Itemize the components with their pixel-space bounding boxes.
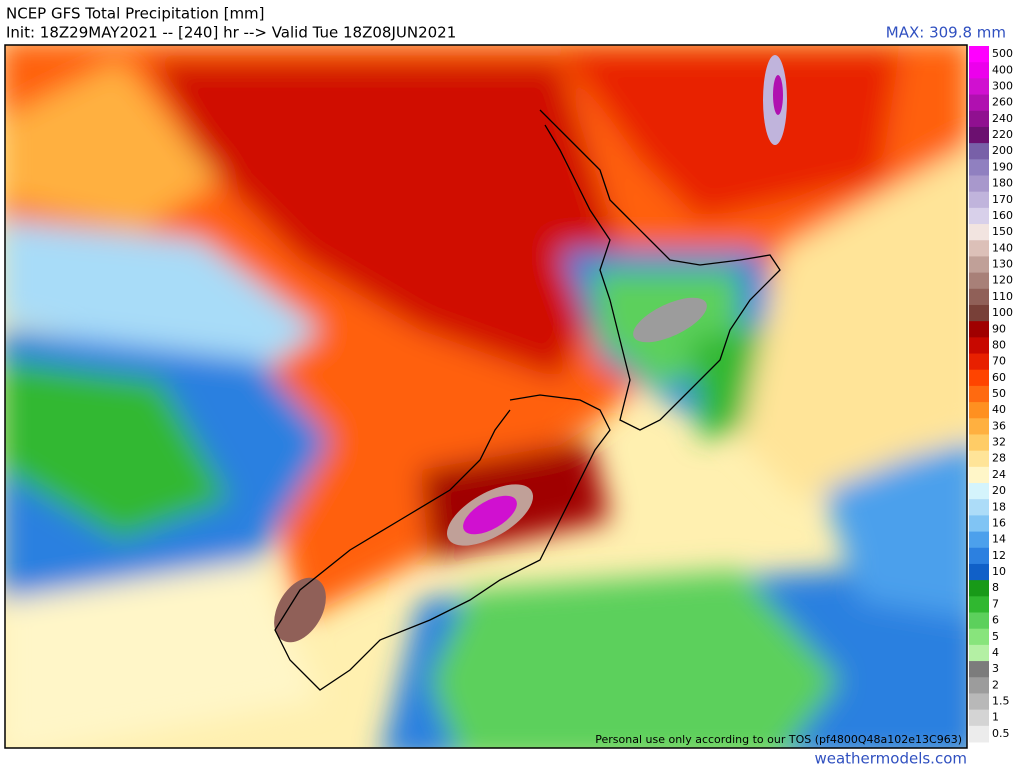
color-swatch: [969, 596, 989, 614]
legend-label: 14: [992, 533, 1006, 546]
color-swatch: [969, 434, 989, 452]
title: NCEP GFS Total Precipitation [mm]: [6, 5, 265, 23]
color-swatch: [969, 62, 989, 79]
legend-label: 0.5: [992, 727, 1010, 740]
color-swatch: [969, 612, 989, 630]
color-swatch: [969, 78, 989, 96]
legend-label: 1: [992, 711, 999, 724]
color-swatch: [969, 547, 989, 565]
color-swatch: [969, 466, 989, 484]
color-swatch: [969, 224, 989, 241]
legend-label: 18: [992, 500, 1006, 513]
legend-label: 8: [992, 581, 999, 594]
legend-label: 260: [992, 96, 1013, 109]
color-swatch: [969, 94, 989, 112]
legend-label: 36: [992, 419, 1006, 432]
map: [5, 45, 967, 748]
color-swatch: [969, 321, 989, 338]
color-swatch: [969, 709, 989, 727]
color-swatch: [969, 499, 989, 516]
legend-label: 5: [992, 630, 999, 643]
color-swatch: [969, 483, 989, 500]
color-swatch: [969, 110, 989, 128]
color-swatch: [969, 272, 989, 290]
color-swatch: [969, 531, 989, 549]
legend-label: 100: [992, 306, 1013, 319]
color-swatch: [969, 580, 989, 597]
color-swatch: [969, 353, 989, 371]
legend-label: 12: [992, 549, 1006, 562]
legend-label: 70: [992, 355, 1006, 368]
color-swatch: [969, 191, 989, 209]
legend-label: 150: [992, 225, 1013, 238]
legend-label: 500: [992, 47, 1013, 60]
color-swatch: [969, 402, 989, 419]
color-swatch: [969, 175, 989, 193]
legend-label: 6: [992, 614, 999, 627]
tos-notice: Personal use only according to our TOS (…: [595, 733, 962, 746]
color-swatch: [969, 207, 989, 225]
color-swatch: [969, 725, 989, 743]
color-swatch: [969, 661, 989, 678]
color-swatch: [969, 159, 989, 176]
legend-label: 28: [992, 452, 1006, 465]
color-swatch: [969, 628, 989, 646]
legend-label: 240: [992, 112, 1013, 125]
color-swatch: [969, 644, 989, 662]
color-swatch: [969, 369, 989, 387]
legend-label: 220: [992, 128, 1013, 141]
color-swatch: [969, 240, 989, 257]
init-line: Init: 18Z29MAY2021 -- [240] hr --> Valid…: [6, 24, 456, 42]
legend-label: 300: [992, 79, 1013, 92]
legend-label: 160: [992, 209, 1013, 222]
max-value: MAX: 309.8 mm: [886, 24, 1006, 42]
legend-label: 24: [992, 468, 1006, 481]
legend-label: 4: [992, 646, 999, 659]
legend-label: 120: [992, 274, 1013, 287]
legend-label: 3: [992, 662, 999, 675]
color-swatch: [969, 143, 989, 160]
legend-label: 170: [992, 193, 1013, 206]
color-swatch: [969, 256, 989, 274]
legend-label: 32: [992, 436, 1006, 449]
legend-label: 50: [992, 387, 1006, 400]
map-frame: [4, 44, 968, 749]
colorbar: 5004003002602402202001901801701601501401…: [969, 46, 1013, 743]
color-swatch: [969, 46, 989, 63]
color-swatch: [969, 418, 989, 435]
legend-label: 40: [992, 403, 1006, 416]
color-swatch: [969, 563, 989, 581]
legend-label: 7: [992, 597, 999, 610]
color-swatch: [969, 450, 989, 468]
color-swatch: [969, 693, 989, 711]
color-swatch: [969, 337, 989, 355]
legend-label: 190: [992, 160, 1013, 173]
legend-label: 140: [992, 241, 1013, 254]
legend-label: 180: [992, 177, 1013, 190]
color-swatch: [969, 515, 989, 533]
legend-label: 2: [992, 678, 999, 691]
legend-label: 16: [992, 516, 1006, 529]
legend-label: 20: [992, 484, 1006, 497]
color-swatch: [969, 304, 989, 322]
legend-label: 130: [992, 258, 1013, 271]
color-swatch: [969, 385, 989, 403]
legend-label: 1.5: [992, 695, 1010, 708]
legend-label: 110: [992, 290, 1013, 303]
legend-label: 60: [992, 371, 1006, 384]
legend-label: 80: [992, 338, 1006, 351]
color-swatch: [969, 126, 989, 144]
color-swatch: [969, 677, 989, 694]
legend-label: 400: [992, 63, 1013, 76]
legend-label: 200: [992, 144, 1013, 157]
color-swatch: [969, 288, 989, 306]
legend-label: 90: [992, 322, 1006, 335]
site-link[interactable]: weathermodels.com: [814, 750, 967, 768]
legend-label: 10: [992, 565, 1006, 578]
